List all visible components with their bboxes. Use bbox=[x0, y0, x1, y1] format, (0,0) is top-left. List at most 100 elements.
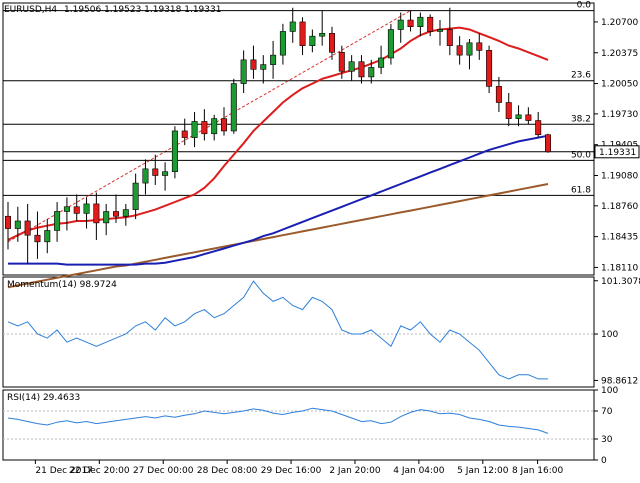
bearish-candle bbox=[446, 29, 453, 46]
bullish-candle bbox=[515, 114, 522, 119]
price-tick-label: 1.20700 bbox=[601, 18, 638, 28]
bearish-candle bbox=[250, 59, 257, 70]
current-price-label: 1.19331 bbox=[599, 148, 636, 158]
main-pane-border bbox=[2, 2, 595, 276]
bearish-candle bbox=[525, 114, 532, 121]
bullish-candle bbox=[270, 54, 277, 65]
momentum-tick-label: 101.3078 bbox=[601, 277, 640, 287]
bullish-candle bbox=[279, 31, 286, 56]
price-tick-label: 1.18110 bbox=[601, 263, 638, 273]
rsi-line bbox=[7, 407, 549, 434]
bullish-candle bbox=[260, 64, 267, 70]
current-price-box bbox=[594, 145, 640, 159]
bullish-candle bbox=[309, 35, 316, 46]
fib-level-label: 0.0 bbox=[577, 1, 592, 11]
fib-level-label: 61.8 bbox=[571, 185, 591, 195]
rsi-pane-border bbox=[2, 389, 595, 461]
time-tick-label: 22 Dec 20:00 bbox=[69, 466, 130, 476]
bearish-candle bbox=[486, 50, 493, 87]
price-tick-label: 1.18435 bbox=[601, 233, 638, 243]
bullish-candle bbox=[44, 230, 51, 243]
momentum-tick-label: 98.8612 bbox=[601, 376, 638, 386]
bullish-candle bbox=[387, 29, 394, 59]
momentum-line bbox=[7, 280, 548, 380]
fib-level-label: 23.6 bbox=[571, 71, 591, 81]
ohlc-values: 1.19506 1.19523 1.19318 1.19331 bbox=[64, 5, 222, 15]
price-tick-label: 1.19730 bbox=[601, 110, 638, 120]
bearish-candle bbox=[358, 61, 365, 78]
bullish-candle bbox=[436, 29, 443, 32]
bearish-candle bbox=[495, 86, 502, 103]
bullish-candle bbox=[240, 59, 247, 84]
bearish-candle bbox=[338, 51, 345, 72]
bearish-candle bbox=[476, 42, 483, 51]
bullish-candle bbox=[368, 67, 375, 78]
bearish-candle bbox=[201, 121, 208, 135]
rsi-tick-label: 0 bbox=[601, 456, 607, 466]
bearish-candle bbox=[505, 102, 512, 119]
bullish-candle bbox=[14, 220, 21, 229]
bearish-candle bbox=[34, 234, 41, 243]
momentum-pane-border bbox=[2, 276, 595, 388]
bullish-candle bbox=[466, 42, 473, 56]
time-tick-label: 8 Jan 16:00 bbox=[512, 466, 564, 476]
symbol-timeframe: EURUSD,H4 bbox=[4, 5, 58, 15]
bullish-candle bbox=[132, 182, 139, 210]
bearish-candle bbox=[113, 211, 120, 217]
bearish-candle bbox=[24, 220, 31, 236]
rsi-tick-label: 70 bbox=[601, 407, 613, 417]
bearish-candle bbox=[535, 120, 542, 136]
bearish-candle bbox=[93, 203, 100, 224]
bullish-candle bbox=[319, 33, 326, 37]
bearish-candle bbox=[544, 134, 551, 153]
rsi-tick-label: 30 bbox=[601, 435, 613, 445]
bearish-candle bbox=[328, 33, 335, 53]
time-tick-label: 28 Dec 08:00 bbox=[197, 466, 258, 476]
price-tick-label: 1.19080 bbox=[601, 171, 638, 181]
bullish-candle bbox=[397, 19, 404, 30]
bullish-candle bbox=[348, 61, 355, 72]
fib-level-label: 38.2 bbox=[571, 114, 591, 124]
bullish-candle bbox=[417, 16, 424, 27]
bearish-candle bbox=[221, 118, 228, 132]
time-tick-label: 29 Dec 16:00 bbox=[261, 466, 322, 476]
bullish-candle bbox=[211, 118, 218, 135]
sma100-line bbox=[8, 134, 549, 266]
bullish-candle bbox=[122, 209, 129, 217]
bearish-candle bbox=[181, 130, 188, 138]
bullish-candle bbox=[63, 206, 70, 212]
price-tick-label: 1.20050 bbox=[601, 80, 638, 90]
bullish-candle bbox=[171, 130, 178, 172]
bullish-candle bbox=[162, 171, 169, 176]
bullish-candle bbox=[54, 211, 61, 231]
fib-level-label: 50.0 bbox=[571, 150, 591, 160]
time-tick-label: 21 Dec 2017 bbox=[35, 466, 93, 476]
price-tick-label: 1.18760 bbox=[601, 202, 638, 212]
bullish-candle bbox=[378, 57, 385, 68]
bullish-candle bbox=[230, 83, 237, 132]
bearish-candle bbox=[5, 215, 12, 229]
time-tick-label: 27 Dec 00:00 bbox=[133, 466, 194, 476]
bullish-candle bbox=[83, 203, 90, 214]
chart-header: EURUSD,H4 1.19506 1.19523 1.19318 1.1933… bbox=[4, 5, 221, 15]
rsi-tick-label: 100 bbox=[601, 386, 618, 396]
fib-trendline bbox=[7, 10, 411, 243]
momentum-tick-label: 100 bbox=[601, 330, 618, 340]
time-tick-label: 2 Jan 20:00 bbox=[329, 466, 381, 476]
time-tick-label: 5 Jan 12:00 bbox=[457, 466, 509, 476]
bullish-candle bbox=[191, 121, 198, 138]
bullish-candle bbox=[103, 211, 110, 224]
price-tick-label: 1.20375 bbox=[601, 49, 638, 59]
bearish-candle bbox=[152, 168, 159, 176]
bearish-candle bbox=[299, 21, 306, 46]
bullish-candle bbox=[142, 168, 149, 184]
bearish-candle bbox=[427, 16, 434, 32]
momentum-label: Momentum(14) 98.9724 bbox=[7, 280, 117, 290]
bearish-candle bbox=[407, 19, 414, 27]
bearish-candle bbox=[456, 45, 463, 56]
time-tick-label: 4 Jan 04:00 bbox=[393, 466, 445, 476]
bullish-candle bbox=[289, 21, 296, 32]
bearish-candle bbox=[73, 206, 80, 214]
